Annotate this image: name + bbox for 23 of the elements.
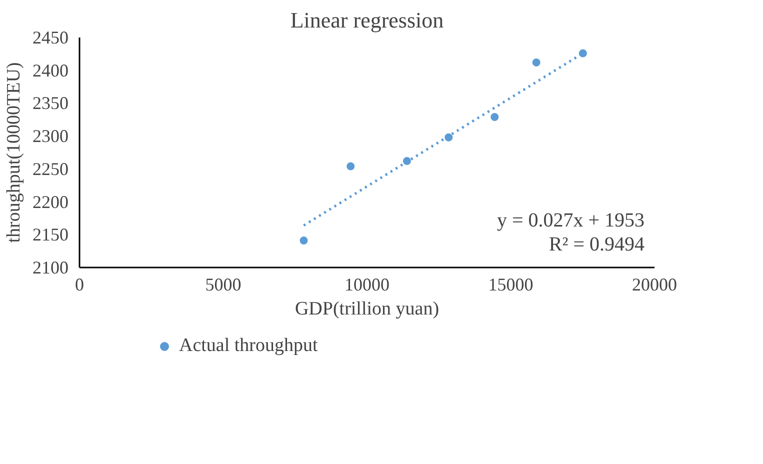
chart-title: Linear regression xyxy=(290,8,444,32)
y-axis-title: throughput(10000TEU) xyxy=(4,62,24,243)
y-tick-label: 2450 xyxy=(32,28,68,48)
y-tick-label: 2400 xyxy=(32,60,68,80)
x-tick-label: 5000 xyxy=(205,274,242,294)
point xyxy=(300,236,308,245)
y-tick-label: 2350 xyxy=(32,93,68,114)
x-tick-label: 10000 xyxy=(344,274,390,294)
annotation: y = 0.027x + 1953 R² = 0.9494 xyxy=(496,209,645,256)
point xyxy=(532,58,540,66)
x-tick-label: 15000 xyxy=(488,274,534,294)
y-tick-label: 2150 xyxy=(32,224,68,245)
point xyxy=(402,157,411,166)
x-tick-label: 20000 xyxy=(632,274,677,294)
y-tick-label: 2300 xyxy=(32,126,68,146)
point xyxy=(346,162,355,170)
y-tick-label: 2100 xyxy=(32,258,68,278)
y-tick-label: 2250 xyxy=(32,158,68,179)
y-tick-label: 2200 xyxy=(32,192,68,212)
x-axis-title: GDP(trillion yuan) xyxy=(294,298,440,320)
legend-label: Actual throughput xyxy=(179,335,318,357)
point xyxy=(490,113,499,122)
x-tick-label: 0 xyxy=(75,274,84,294)
